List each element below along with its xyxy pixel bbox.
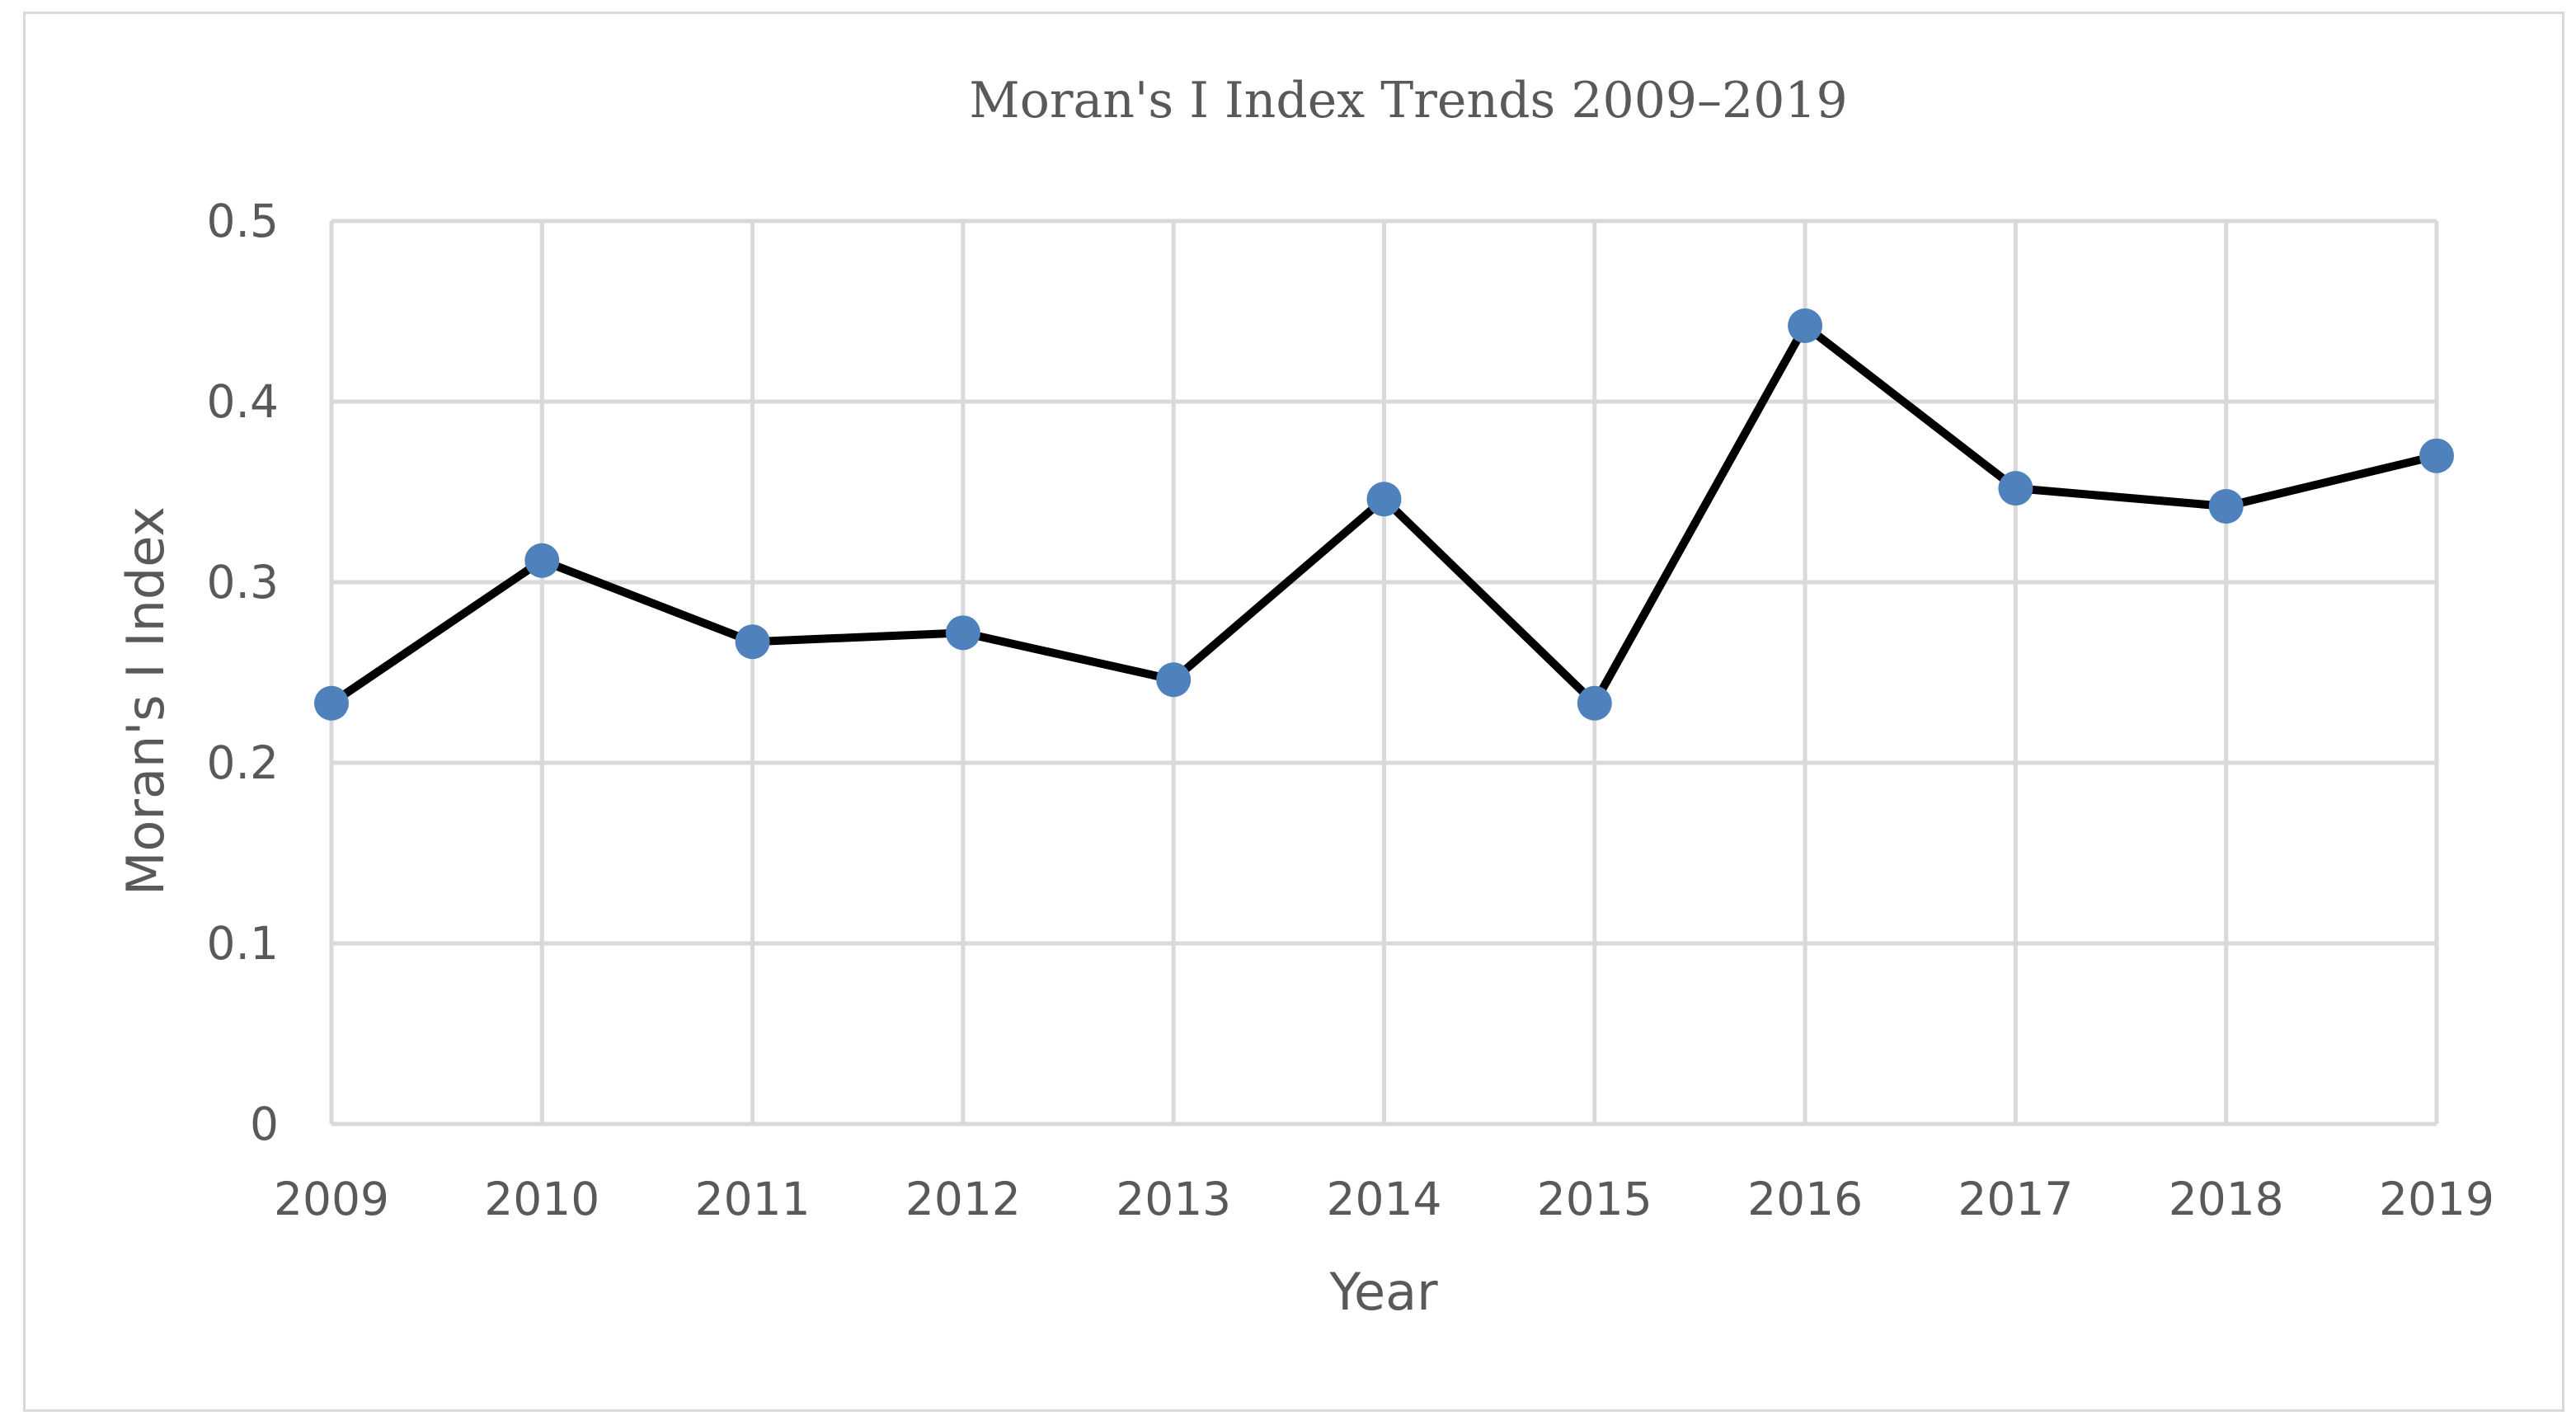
vertical-gridlines <box>329 221 2439 1124</box>
y-tick-label-0.3: 0.3 <box>207 556 279 609</box>
y-axis-tick-labels: 0 0.1 0.2 0.3 0.4 0.5 <box>207 195 279 1150</box>
x-tick-label-2014: 2014 <box>1327 1173 1442 1225</box>
x-tick-label-2016: 2016 <box>1747 1173 1863 1225</box>
y-tick-label-0.5: 0.5 <box>207 195 279 247</box>
data-point-2018 <box>2208 489 2244 524</box>
x-tick-label-2010: 2010 <box>484 1173 599 1225</box>
x-tick-label-2015: 2015 <box>1537 1173 1652 1225</box>
data-point-2009 <box>314 685 349 721</box>
x-tick-label-2017: 2017 <box>1958 1173 2073 1225</box>
chart-title: Moran's I Index Trends 2009–2019 <box>969 72 1847 129</box>
x-tick-label-2018: 2018 <box>2169 1173 2284 1225</box>
data-point-2010 <box>524 543 560 578</box>
data-point-2019 <box>2419 438 2454 473</box>
y-tick-label-0.2: 0.2 <box>207 736 279 789</box>
data-point-markers <box>314 308 2454 721</box>
data-point-2017 <box>1998 471 2033 506</box>
data-point-2015 <box>1577 685 1612 721</box>
data-point-2014 <box>1366 482 1402 517</box>
y-tick-label-0.1: 0.1 <box>207 917 279 970</box>
x-tick-label-2011: 2011 <box>695 1173 811 1225</box>
data-point-2016 <box>1788 308 1823 344</box>
x-tick-label-2012: 2012 <box>905 1173 1021 1225</box>
y-axis-title: Moran's I Index <box>115 506 176 896</box>
x-tick-label-2019: 2019 <box>2379 1173 2494 1225</box>
chart-frame <box>23 12 2564 1412</box>
data-point-2012 <box>945 615 980 651</box>
y-tick-label-0.4: 0.4 <box>207 375 279 428</box>
y-tick-label-0: 0 <box>250 1098 279 1150</box>
data-point-2011 <box>735 624 770 660</box>
x-tick-label-2013: 2013 <box>1116 1173 1231 1225</box>
data-point-2013 <box>1156 662 1192 698</box>
x-axis-tick-labels: 2009 2010 2011 2012 2013 2014 2015 2016 2017 2018… <box>274 1173 2494 1225</box>
x-axis-title: Year <box>1328 1262 1438 1322</box>
x-tick-label-2009: 2009 <box>274 1173 389 1225</box>
